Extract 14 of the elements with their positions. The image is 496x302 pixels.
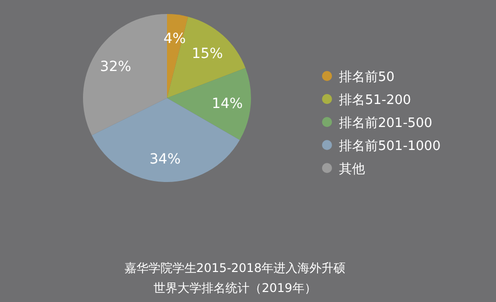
pie-slice bbox=[92, 98, 240, 182]
data-label: 4% bbox=[164, 31, 186, 48]
legend-label: 排名前50 bbox=[339, 70, 395, 85]
text: 世界大学排名统计（2019年） bbox=[154, 281, 316, 295]
text: 嘉华学院学生2015-2018年进入海外升硕 bbox=[124, 261, 346, 275]
pie-slice bbox=[167, 68, 251, 140]
legend-label: 排名前501-1000 bbox=[339, 139, 441, 154]
data-label: 32% bbox=[100, 59, 132, 76]
data-label: 15% bbox=[192, 46, 223, 62]
legend-label: 其他 bbox=[339, 162, 365, 177]
legend-label: 排名51-200 bbox=[339, 93, 412, 108]
data-label: 14% bbox=[212, 96, 243, 112]
data-label: 34% bbox=[150, 151, 181, 168]
legend-label: 排名前201-500 bbox=[339, 116, 432, 131]
